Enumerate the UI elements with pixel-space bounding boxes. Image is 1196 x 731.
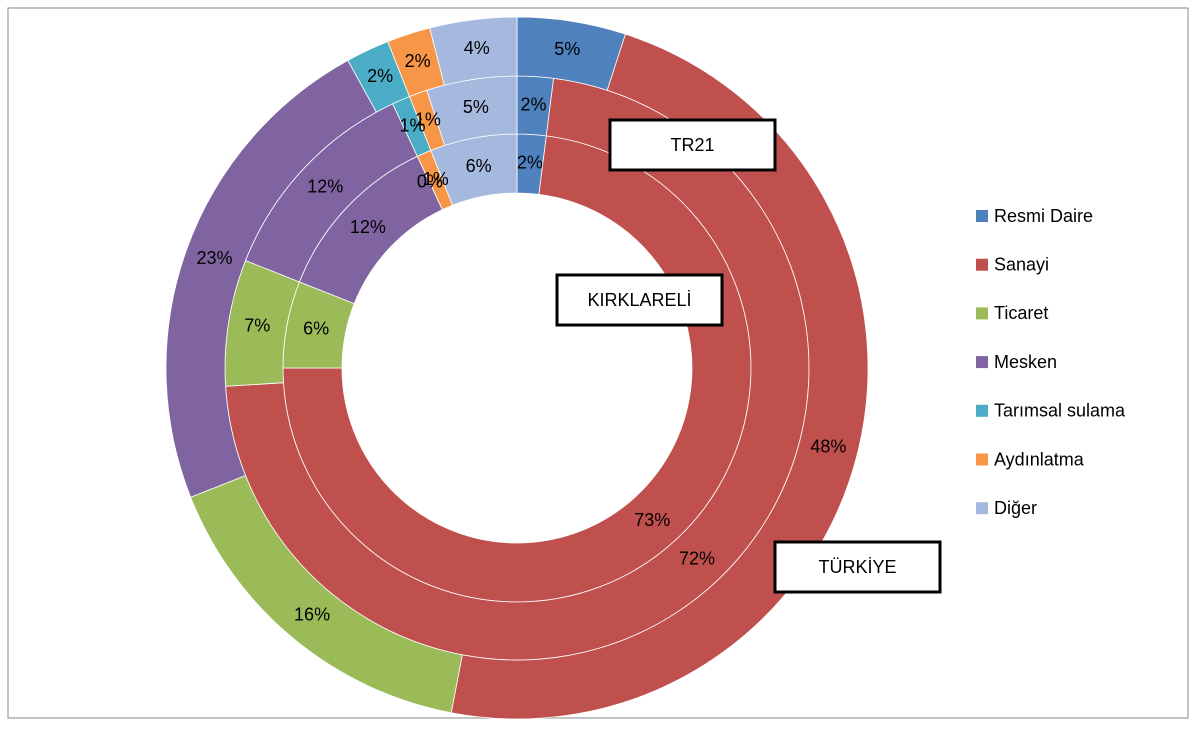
legend-label: Aydınlatma (994, 449, 1085, 469)
data-label: 0% (417, 172, 443, 192)
data-label: 1% (415, 109, 441, 129)
data-label: 48% (810, 437, 846, 457)
legend-label: Tarımsal sulama (994, 401, 1126, 421)
legend-swatch (976, 258, 988, 271)
annotation: KIRKLARELİ (587, 290, 691, 310)
data-label: 1% (423, 169, 449, 189)
data-label: 5% (463, 97, 489, 117)
legend-swatch (976, 210, 988, 222)
legend-swatch (976, 404, 988, 417)
annotation: TÜRKİYE (818, 557, 896, 577)
legend-swatch (976, 502, 988, 515)
annotation-box (773, 540, 942, 594)
data-label: 23% (196, 248, 232, 268)
data-label: 16% (294, 604, 330, 624)
donut-segment (429, 16, 518, 86)
data-label: 2% (405, 51, 431, 71)
data-label: 6% (303, 318, 329, 338)
data-label: 4% (464, 38, 490, 58)
data-label: 12% (307, 177, 343, 197)
data-label: 6% (466, 156, 492, 176)
data-label: 73% (634, 510, 670, 530)
data-label: 72% (679, 548, 715, 568)
data-label: 2% (517, 153, 543, 173)
data-label: 2% (521, 94, 547, 114)
legend-swatch (976, 356, 988, 369)
annotation-box (555, 273, 724, 327)
legend-swatch (976, 307, 988, 320)
legend-label: Ticaret (994, 303, 1048, 323)
annotation-box (608, 118, 777, 172)
legend-swatch (976, 453, 988, 466)
data-label: 12% (350, 217, 386, 237)
legend-label: Sanayi (994, 254, 1049, 274)
legend-label: Resmi Daire (994, 206, 1093, 226)
legend-label: Diğer (994, 498, 1037, 518)
data-label: 1% (400, 115, 426, 135)
legend-label: Mesken (994, 352, 1057, 372)
data-label: 7% (244, 316, 270, 336)
donut-segment (450, 33, 869, 720)
data-label: 5% (554, 39, 580, 59)
annotation: TR21 (670, 135, 714, 155)
data-label: 2% (367, 66, 393, 86)
